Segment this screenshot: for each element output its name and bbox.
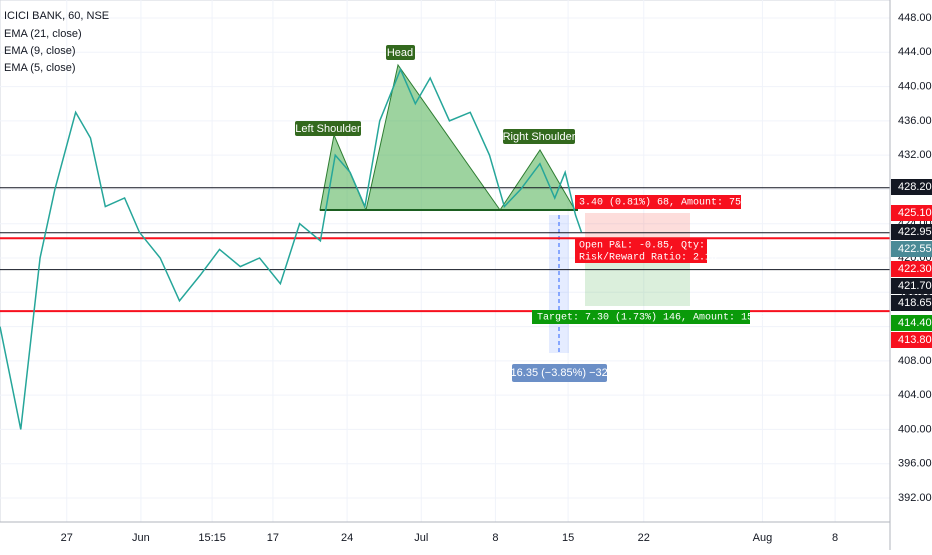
- y-tick-label: 448.00: [898, 12, 932, 24]
- series: [0, 67, 583, 430]
- target-box: [532, 310, 750, 324]
- price-label-bg: [891, 315, 932, 331]
- x-tick-label: 8: [492, 532, 498, 544]
- stop-zone: [585, 213, 690, 237]
- label-bg: [295, 121, 361, 136]
- price-label: 418.65: [898, 297, 932, 309]
- measure-zone: [549, 215, 569, 353]
- price-label: 421.70: [898, 280, 932, 292]
- y-tick-label: 400.00: [898, 423, 932, 435]
- price-label-bg: [891, 179, 932, 195]
- pattern-label: Left Shoulder: [295, 123, 361, 135]
- stop-text: 3.40 (0.81%) 68, Amount: 751.8: [579, 197, 759, 209]
- label-bg: [386, 45, 415, 60]
- pattern-label: Head: [387, 47, 413, 59]
- x-tick-label: Jul: [414, 532, 428, 544]
- x-axis: 27 Jun 15:15 17 24 Jul 8 15 22 Aug 8: [61, 532, 839, 544]
- indicator: EMA (21, close): [4, 28, 82, 40]
- indicator: EMA (9, close): [4, 45, 76, 57]
- price-label: 428.20: [898, 181, 932, 193]
- y-tick-label: 436.00: [898, 115, 932, 127]
- pl-box: [575, 239, 707, 263]
- measure-box: [512, 364, 607, 382]
- stop-box: [575, 195, 741, 209]
- price-label: 413.80: [898, 334, 932, 346]
- y-axis: 392.00396.00400.00404.00408.00412.00416.…: [891, 12, 932, 504]
- x-tick-label: 8: [832, 532, 838, 544]
- price-label: 422.55: [898, 243, 932, 255]
- price-label-bg: [891, 278, 932, 294]
- x-tick-label: 15:15: [198, 532, 226, 544]
- price-label-bg: [891, 261, 932, 277]
- price-label-bg: [891, 241, 932, 257]
- x-tick-label: 17: [267, 532, 279, 544]
- grid: [0, 0, 890, 522]
- x-tick-label: 24: [341, 532, 353, 544]
- pattern-label: Right Shoulder: [503, 131, 576, 143]
- y-tick-label: 404.00: [898, 389, 932, 401]
- price-label: 422.95: [898, 226, 932, 238]
- y-tick-label: 440.00: [898, 80, 932, 92]
- measure-text: −16.35 (−3.85%) −327: [504, 367, 614, 379]
- x-tick-label: Jun: [132, 532, 150, 544]
- y-tick-label: 432.00: [898, 149, 932, 161]
- label-bg: [503, 129, 575, 144]
- plot-area: [0, 0, 891, 523]
- price-line: [0, 67, 583, 430]
- price-label-bg: [891, 332, 932, 348]
- target-text: Target: 7.30 (1.73%) 146, Amount: 1532.9: [537, 312, 777, 324]
- price-label-bg: [891, 224, 932, 240]
- price-label: 425.10: [898, 207, 932, 219]
- x-tick-label: Aug: [753, 532, 773, 544]
- y-tick-label: 408.00: [898, 355, 932, 367]
- price-label: 414.40: [898, 317, 932, 329]
- x-tick-label: 22: [638, 532, 650, 544]
- price-label-bg: [891, 295, 932, 311]
- x-tick-label: 27: [61, 532, 73, 544]
- y-tick-label: 444.00: [898, 46, 932, 58]
- y-tick-label: 396.00: [898, 458, 932, 470]
- price-label-bg: [891, 205, 932, 221]
- x-tick-label: 15: [562, 532, 574, 544]
- y-tick-label: 392.00: [898, 492, 932, 504]
- indicator: EMA (5, close): [4, 62, 76, 74]
- pl-text: Open P&L: -0.85, Qty: 73: [579, 241, 723, 252]
- rr-text: Risk/Reward Ratio: 2.15: [579, 252, 717, 264]
- chart-title: ICICI BANK, 60, NSE: [4, 10, 109, 22]
- price-label: 422.30: [898, 263, 932, 275]
